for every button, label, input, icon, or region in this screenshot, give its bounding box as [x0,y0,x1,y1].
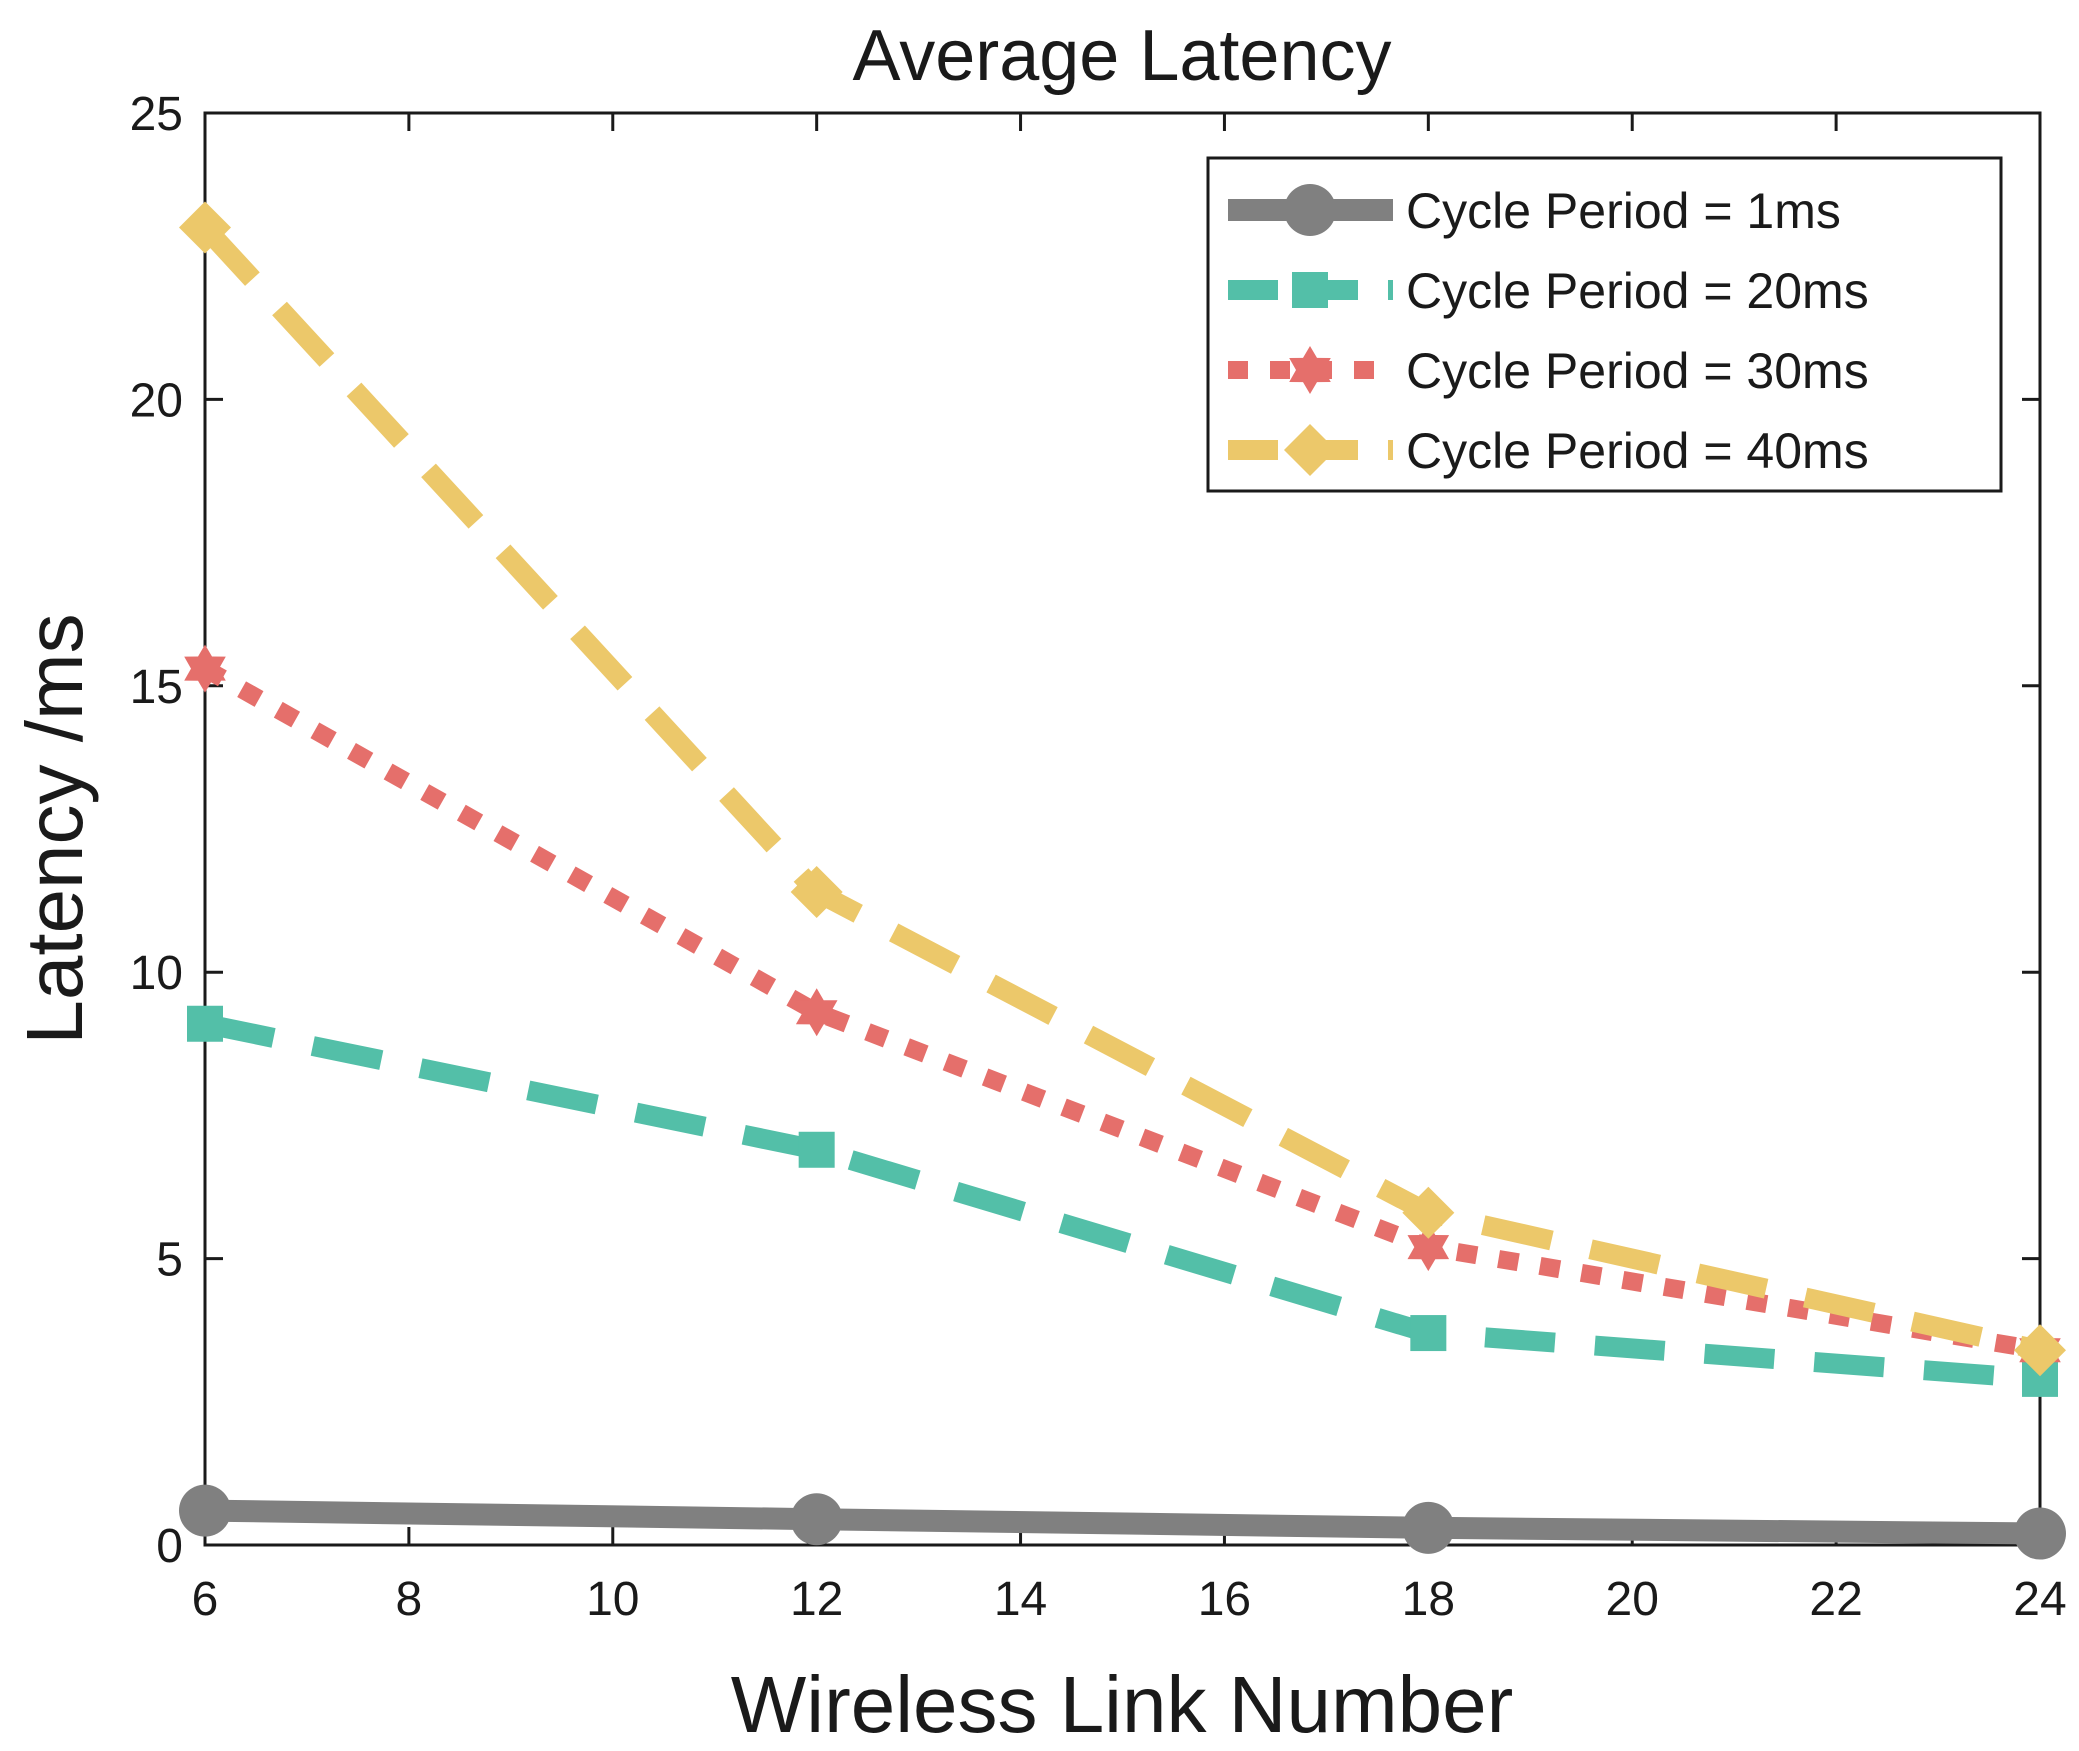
series-line [197,220,2043,1360]
y-tick-label: 10 [130,947,183,1000]
y-tick-label: 15 [130,661,183,714]
series-4 [179,201,2066,1377]
legend-item: Cycle Period = 20ms [1228,263,1869,319]
x-tick-label: 16 [1198,1573,1251,1626]
axes-box [203,111,2042,1547]
series-line [204,1499,2041,1545]
y-tick-label: 20 [130,374,183,427]
legend-marker [1284,184,1336,236]
legend-label: Cycle Period = 40ms [1406,423,1869,479]
y-axis-title: Latency /ms [10,613,99,1044]
legend-item: Cycle Period = 1ms [1228,183,1841,239]
x-tick-label: 10 [586,1573,639,1626]
legend-label: Cycle Period = 1ms [1406,183,1841,239]
data-point [795,988,838,1037]
y-tick-label: 5 [156,1234,183,1287]
data-point [1402,1501,1455,1554]
data-point [1402,1186,1455,1239]
x-tick-label: 6 [192,1573,219,1626]
data-point [1410,1315,1447,1352]
legend-marker [1289,346,1331,394]
data-point [2014,1324,2066,1377]
x-tick-label: 14 [994,1573,1047,1626]
legend-label: Cycle Period = 30ms [1406,343,1869,399]
data-point [179,201,231,254]
legend-marker [1284,424,1336,476]
series-3 [184,644,2061,1375]
series-line [202,1014,2041,1389]
data-point [184,644,226,693]
legend-item: Cycle Period = 40ms [1228,423,1869,479]
x-tick-label: 18 [1402,1573,1455,1626]
data-point [1407,1223,1450,1272]
legend-label: Cycle Period = 20ms [1406,263,1869,319]
plot-area: 6 8 10 12 14 16 18 20 22 24 0 5 10 15 20 25 [130,88,2067,1626]
data-point [790,1493,843,1546]
x-tick-label: 22 [1809,1573,1862,1626]
data-point [798,1131,835,1168]
y-tick-label: 25 [130,88,183,141]
y-tick-label: 0 [156,1520,183,1573]
x-tick-label: 24 [2013,1573,2066,1626]
x-axis-title: Wireless Link Number [731,1660,1513,1749]
series-line [200,660,2042,1360]
legend-item: Cycle Period = 30ms [1228,343,1869,399]
chart-title: Average Latency [852,16,1391,96]
x-tick-label: 20 [1606,1573,1659,1626]
data-point [179,1484,231,1537]
x-tick-label: 8 [396,1573,423,1626]
x-tick-label: 12 [790,1573,843,1626]
data-point [790,866,843,919]
data-point [2014,1507,2066,1560]
data-point [187,1005,223,1042]
series-1 [179,1484,2066,1560]
legend-marker [1292,272,1328,308]
series-2 [187,1005,2058,1397]
legend: Cycle Period = 1ms Cycle Period = 20ms Cyc… [1206,156,2003,493]
